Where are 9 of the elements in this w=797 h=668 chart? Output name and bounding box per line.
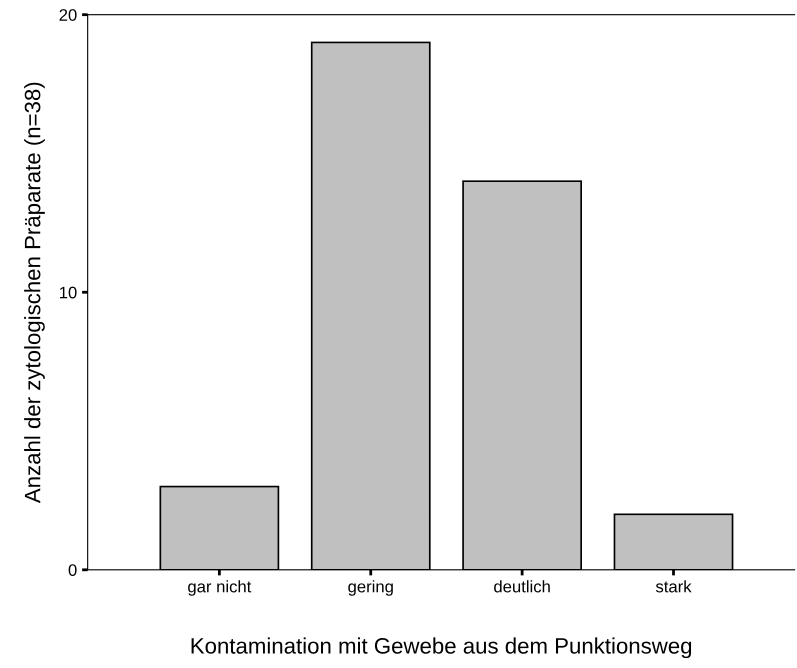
y-axis-title: Anzahl der zytologischen Präparate (n=38) bbox=[24, 82, 45, 504]
x-tick-label: stark bbox=[656, 580, 692, 592]
y-tick-label: 10 bbox=[60, 286, 77, 298]
x-tick-label: deutlich bbox=[494, 580, 550, 592]
x-tick-label: gar nicht bbox=[188, 580, 252, 596]
y-tick-label: 20 bbox=[60, 9, 77, 21]
y-tick-label: 0 bbox=[68, 564, 77, 576]
x-tick-label: gering bbox=[348, 580, 393, 596]
x-axis-title: Kontamination mit Gewebe aus dem Punktionsweg bbox=[192, 637, 692, 658]
